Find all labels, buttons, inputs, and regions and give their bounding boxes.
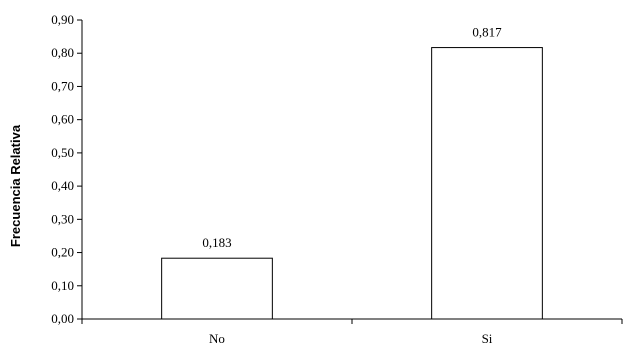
data-label: 0,817 [472,25,502,40]
bars: 0,183 No 0,817 Si [161,25,543,346]
x-category-label: Si [482,331,493,346]
y-tick-label: 0,20 [51,245,74,260]
x-category-label: No [209,331,225,346]
y-tick-label: 0,10 [51,278,74,293]
y-tick-label: 0,30 [51,211,74,226]
y-tick-label: 0,60 [51,112,74,127]
bar-no [161,257,273,320]
y-axis-ticks: 0,00 0,10 0,20 0,30 0,40 0,50 0,60 0,70 0,80 0,90 [51,12,82,326]
y-tick-label: 0,00 [51,311,74,326]
y-tick-label: 0,90 [51,12,74,27]
bar-si [431,47,543,320]
y-tick-label: 0,70 [51,78,74,93]
y-tick-label: 0,50 [51,145,74,160]
data-label: 0,183 [202,235,231,250]
y-tick-label: 0,80 [51,45,74,60]
y-tick-label: 0,40 [51,178,74,193]
axes [81,20,623,324]
y-axis-title: Frecuencia Relativa [8,124,23,247]
